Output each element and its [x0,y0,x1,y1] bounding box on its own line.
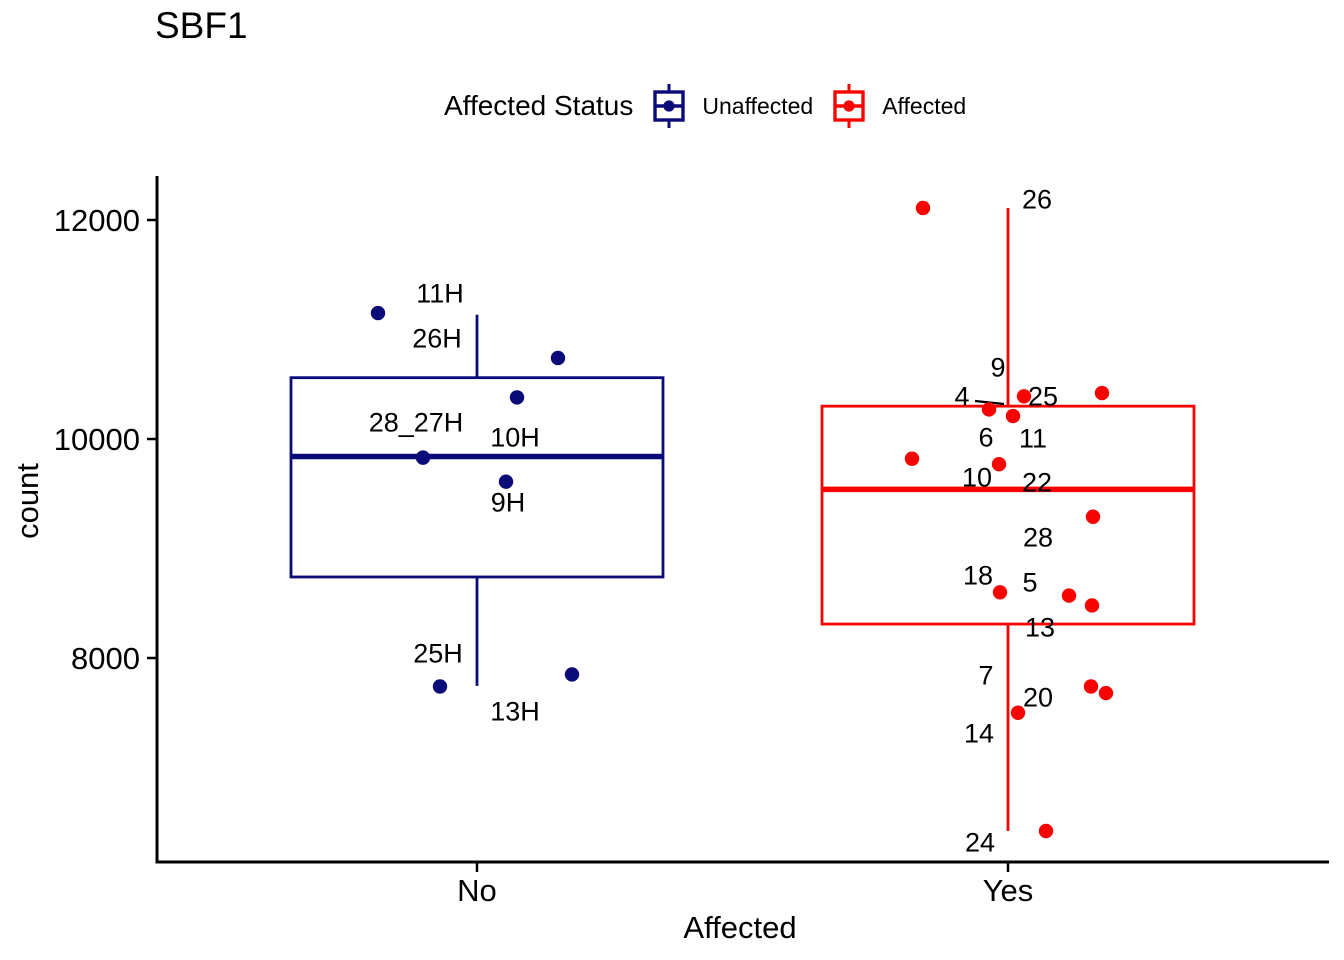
point-label: 10H [490,423,540,453]
legend-label-affected: Affected [882,92,967,119]
point-label: 18 [963,561,993,591]
point-label: 10 [962,463,992,493]
point-label: 11H [416,279,464,309]
x-axis-title: Affected [683,910,797,945]
point-label: 11 [1019,424,1047,454]
data-point [498,474,514,489]
data-point [432,679,448,694]
point-label: 13H [490,697,540,727]
point-label: 25 [1028,382,1058,412]
point-label: 26H [412,324,462,354]
y-tick-label: 12000 [54,203,140,238]
point-label: 24 [965,828,995,858]
point-label: 7 [978,661,993,691]
data-point [904,451,920,466]
data-point [1010,705,1026,720]
boxplot-key-icon [833,84,865,128]
key-point [663,100,675,112]
point-label: 22 [1022,468,1052,498]
key-point [843,100,855,112]
point-label: 26 [1022,185,1052,215]
data-point [1083,679,1099,694]
data-point [509,390,525,405]
box [289,376,665,579]
data-point [550,350,566,366]
y-tick-label: 8000 [71,641,140,676]
point-label: 14 [964,719,994,749]
data-point [1038,823,1054,839]
data-point [1061,588,1077,603]
point-label: 20 [1023,683,1053,713]
point-label: 9H [491,488,526,518]
legend-title: Affected Status [444,90,634,121]
data-point [992,585,1008,600]
point-label: 28_27H [369,408,464,438]
y-tick-label: 10000 [54,422,140,457]
data-point [991,456,1007,472]
data-point [915,200,931,216]
legend-label-unaffected: Unaffected [702,92,814,119]
point-label: 9 [990,353,1005,383]
legend: Affected Status Unaffected Affected [444,82,966,130]
x-tick-label: Yes [983,873,1034,908]
data-point [1094,385,1110,401]
point-label: 6 [978,423,993,453]
point-label: 5 [1022,568,1037,598]
data-point [564,667,580,682]
box [820,404,1196,626]
point-label: 4 [954,382,969,412]
point-label: 28 [1023,523,1053,553]
data-point [981,402,997,417]
data-point [415,450,431,465]
data-point [370,305,386,321]
y-axis-title: count [10,463,45,539]
data-point [1085,509,1101,524]
legend-item-affected: Affected [832,83,966,129]
legend-item-unaffected: Unaffected [652,83,813,129]
boxplot-key-icon [653,84,686,128]
point-label: 25H [413,639,463,669]
point-label: 13 [1025,613,1055,643]
x-tick-label: No [457,873,497,908]
data-point [1098,685,1114,701]
data-point [1005,408,1021,424]
data-point [1016,389,1032,404]
plot-title: SBF1 [155,5,248,46]
data-point [1084,598,1100,613]
